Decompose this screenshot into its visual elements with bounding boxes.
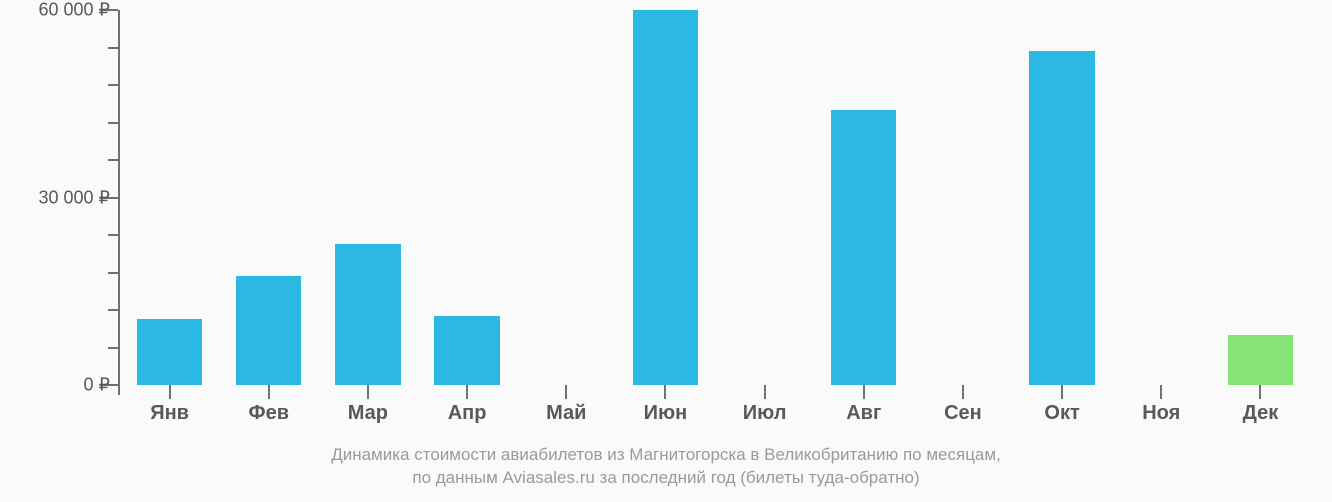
x-tick (466, 385, 468, 399)
bar (1228, 335, 1293, 385)
x-tick (169, 385, 171, 399)
y-tick-minor (108, 309, 118, 311)
y-axis-label: 30 000 ₽ (0, 187, 110, 208)
x-axis-label: Дек (1243, 402, 1279, 425)
y-tick-minor (108, 122, 118, 124)
bar (831, 110, 896, 385)
x-tick (367, 385, 369, 399)
bar (335, 244, 400, 385)
x-tick (863, 385, 865, 399)
y-tick-minor (108, 47, 118, 49)
x-tick (764, 385, 766, 399)
x-tick (664, 385, 666, 399)
x-axis-label: Апр (448, 402, 487, 425)
y-tick-minor (108, 234, 118, 236)
x-axis-label: Сен (944, 402, 982, 425)
bar (137, 319, 202, 385)
bar (1029, 51, 1094, 385)
y-axis-label: 0 ₽ (0, 375, 110, 396)
x-axis-label: Фев (249, 402, 290, 425)
x-axis-label: Окт (1044, 402, 1079, 425)
x-axis-label: Янв (150, 402, 189, 425)
x-axis-label: Мар (348, 402, 388, 425)
chart-caption-line2: по данным Aviasales.ru за последний год … (0, 468, 1332, 488)
x-axis-label: Июл (743, 402, 787, 425)
x-axis-label: Ноя (1142, 402, 1180, 425)
bar (633, 10, 698, 385)
x-tick (565, 385, 567, 399)
x-tick (1160, 385, 1162, 399)
x-axis-label: Июн (644, 402, 688, 425)
price-chart: 0 ₽ 30 000 ₽ 60 000 ₽ Янв Фев Мар Апр Май Июн Ию… (0, 0, 1332, 502)
x-axis-label: Авг (846, 402, 881, 425)
chart-caption-line1: Динамика стоимости авиабилетов из Магнит… (0, 445, 1332, 465)
x-tick (268, 385, 270, 399)
x-tick (962, 385, 964, 399)
plot-area (120, 10, 1310, 385)
x-tick (1061, 385, 1063, 399)
y-tick-minor (108, 84, 118, 86)
y-tick-minor (108, 347, 118, 349)
x-tick (1259, 385, 1261, 399)
y-axis-label: 60 000 ₽ (0, 0, 110, 21)
bar (236, 276, 301, 385)
y-tick-minor (108, 272, 118, 274)
x-axis-label: Май (546, 402, 586, 425)
y-tick-minor (108, 159, 118, 161)
bar (434, 316, 499, 385)
